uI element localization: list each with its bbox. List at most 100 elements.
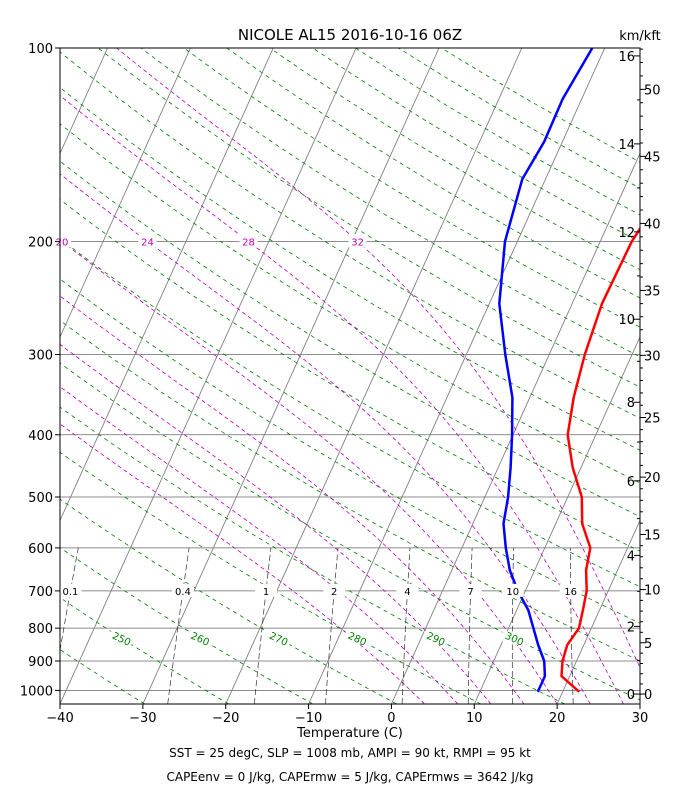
isotherm-line — [60, 48, 357, 704]
mixing-ratio-line — [167, 547, 190, 704]
km-tick-label: 8 — [627, 396, 635, 411]
x-tick-label: 30 — [632, 711, 649, 726]
moist-adiabat-label-bg — [239, 234, 258, 248]
dry-adiabat-line — [398, 48, 640, 189]
dry-adiabat-line — [60, 703, 61, 704]
mixing-ratio-label: 4 — [404, 587, 410, 598]
x-tick-label: −30 — [129, 711, 156, 726]
dry-adiabat-line — [60, 362, 640, 701]
mixing-ratio-label-bg — [59, 583, 82, 597]
moist-adiabat-label: 32 — [351, 237, 364, 248]
height-axis: 0 2 4 6 8 10 12 14 16 0 5 10 15 20 25 30 35 40 45 50 — [618, 48, 661, 703]
moist-adiabat-label: 24 — [141, 237, 154, 248]
plot-frame — [59, 47, 641, 705]
x-tick-label: −10 — [295, 711, 322, 726]
pressure-tick-label: 200 — [28, 235, 53, 250]
km-tick-label: 2 — [627, 620, 635, 635]
dry-adiabat-label-bg — [345, 631, 370, 645]
mixing-ratio-label: 16 — [564, 587, 577, 598]
moist-adiabat-line — [60, 173, 591, 704]
pressure-tick-label: 500 — [28, 491, 53, 506]
isotherm-line — [639, 702, 640, 704]
x-tick-label: −40 — [46, 711, 73, 726]
footer-line-2: CAPEenv = 0 J/kg, CAPErmw = 5 J/kg, CAPE… — [166, 770, 533, 784]
dry-adiabat-line — [60, 451, 481, 704]
mixing-ratio-line — [511, 547, 514, 704]
kft-tick-label: 40 — [644, 217, 661, 232]
moist-adiabat-line — [60, 295, 525, 704]
dry-adiabat-line — [269, 48, 640, 271]
chart-title: NICOLE AL15 2016-10-16 06Z — [238, 26, 462, 44]
pressure-tick-label: 300 — [28, 348, 53, 363]
km-tick-label: 14 — [618, 138, 635, 153]
isotherm-line — [60, 48, 108, 155]
pressure-tick-label: 700 — [28, 585, 53, 600]
mixing-ratio-labels: 0.1 0.4 1 2 4 7 10 16 — [59, 583, 582, 598]
mixing-ratio-label-bg — [255, 583, 278, 597]
height-axis-label: km/kft — [619, 29, 661, 44]
moist-adiabat-label-bg — [52, 234, 71, 248]
x-tick-label: 0 — [387, 711, 395, 726]
dry-adiabat-line — [140, 48, 640, 358]
pressure-tick-label: 400 — [28, 429, 53, 444]
dewpoint-profile-line — [498, 48, 594, 693]
mixing-ratio-label-bg — [459, 583, 482, 597]
x-tick-label: 10 — [466, 711, 483, 726]
kft-tick-label: 30 — [644, 349, 661, 364]
mixing-ratio-line — [253, 547, 272, 704]
dry-adiabat-label-bg — [109, 631, 134, 645]
mixing-ratio-label-bg — [171, 583, 194, 597]
dry-adiabat-line — [60, 406, 565, 704]
mixing-ratio-line — [401, 547, 411, 704]
moist-adiabat-labels: 20 24 28 32 — [52, 234, 367, 248]
mixing-ratio-label-bg — [501, 583, 524, 597]
isotherm-line — [60, 48, 274, 522]
dry-adiabat-line — [60, 547, 313, 704]
x-tick-label: −20 — [212, 711, 239, 726]
x-axis: −40 −30 −20 −10 0 10 20 30 — [46, 704, 648, 726]
dry-adiabat-line — [60, 278, 640, 624]
pressure-tick-label: 1000 — [20, 684, 53, 699]
moist-adiabat-label: 20 — [56, 237, 69, 248]
mixing-ratio-label: 0.1 — [63, 587, 79, 598]
mixing-ratio-line — [60, 547, 79, 653]
mixing-ratio-label-bg — [559, 583, 582, 597]
pressure-tick-label: 800 — [28, 622, 53, 637]
mixing-ratio-line — [467, 547, 473, 704]
dry-adiabat-line — [60, 51, 640, 419]
isotherm-line — [308, 48, 606, 704]
mixing-ratio-label: 7 — [467, 587, 473, 598]
km-tick-label: 12 — [618, 226, 635, 241]
dry-adiabat-line — [441, 48, 640, 163]
moist-adiabat-line — [60, 239, 558, 704]
footer-line-1: SST = 25 degC, SLP = 1008 mb, AMPI = 90 … — [169, 746, 531, 760]
kft-tick-label: 20 — [644, 471, 661, 486]
km-tick-label: 16 — [618, 50, 635, 65]
km-tick-label: 4 — [627, 549, 635, 564]
pressure-tick-label: 900 — [28, 655, 53, 670]
isotherm-line — [60, 48, 191, 339]
kft-tick-label: 0 — [644, 688, 652, 703]
mixing-ratio-label: 2 — [331, 587, 337, 598]
dry-adiabat-label-bg — [188, 631, 213, 645]
isotherm-line — [556, 519, 640, 704]
dry-adiabat-line — [60, 123, 640, 484]
moist-adiabat-line — [115, 48, 640, 669]
moist-adiabat-line — [60, 343, 492, 704]
km-tick-label: 10 — [618, 313, 635, 328]
isotherm-line — [391, 152, 640, 704]
dry-adiabat-label-bg — [502, 631, 527, 645]
dry-adiabat-line — [60, 198, 640, 552]
dry-adiabat-label-bg — [266, 631, 291, 645]
dry-adiabat-line — [60, 86, 640, 451]
dry-adiabat-line — [312, 48, 640, 243]
moist-adiabat-line — [60, 386, 458, 704]
kft-tick-label: 50 — [644, 83, 661, 98]
kft-tick-label: 35 — [644, 284, 661, 299]
moist-adiabat-line — [60, 94, 624, 704]
dry-adiabat-line — [60, 498, 397, 704]
km-tick-label: 6 — [627, 475, 635, 490]
plot-area — [60, 48, 640, 704]
pressure-tick-label: 100 — [28, 42, 53, 57]
